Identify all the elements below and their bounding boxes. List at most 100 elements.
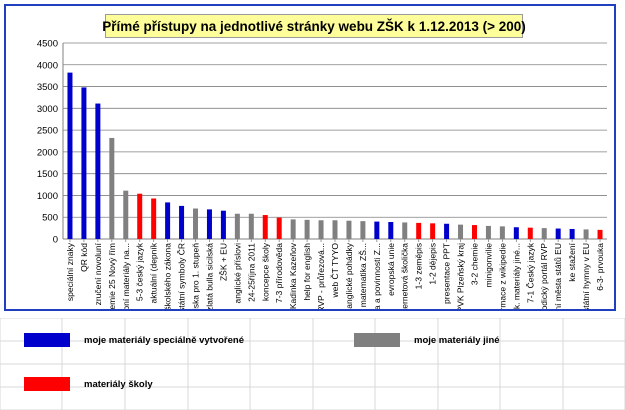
bar <box>137 193 143 239</box>
bar <box>402 222 408 239</box>
bar <box>597 229 603 239</box>
x-tick-label: RVP - průřezová... <box>316 243 326 309</box>
bar <box>193 208 199 239</box>
legend-label-red: materiály školy <box>84 378 153 390</box>
bar <box>374 221 380 239</box>
y-tick-label: 500 <box>42 213 58 224</box>
bar <box>67 72 73 240</box>
bar <box>318 220 324 239</box>
y-tick-label: 4000 <box>37 60 58 71</box>
y-tick-label: 3500 <box>37 82 58 93</box>
bar <box>234 213 240 239</box>
x-tick-label: zlatá bulla sicilská <box>204 243 214 309</box>
x-tick-label: anglické pohádky <box>344 242 354 308</box>
bar <box>123 190 129 239</box>
bar <box>555 228 561 239</box>
bar <box>276 217 282 239</box>
bar <box>388 222 394 239</box>
bar <box>165 202 171 239</box>
x-tick-label: presentace PPT <box>442 243 452 304</box>
x-tick-label: Kadinka Kazeňov <box>288 242 298 309</box>
bar <box>248 213 254 239</box>
legend-label-blue: moje materiály speciálně vytvořené <box>84 334 244 346</box>
x-tick-label: hlavní města států EU <box>553 243 563 309</box>
bar <box>458 224 464 239</box>
bar <box>430 223 436 239</box>
bar <box>304 219 310 239</box>
x-tick-label: práva a povinnosti Z... <box>372 243 382 309</box>
x-tick-label: informace z wikipedie <box>497 243 507 309</box>
bar <box>206 209 212 239</box>
bar <box>109 137 115 239</box>
x-tick-label: 1-2 dějepis <box>428 243 438 285</box>
x-tick-label: 7-1 Český jazyk <box>525 242 535 303</box>
chart-frame: Přímé přístupy na jednotlivé stránky web… <box>4 4 616 311</box>
spreadsheet-grid: moje materiály speciálně vytvořené moje … <box>0 318 625 410</box>
bar <box>95 103 101 239</box>
bar <box>541 228 547 239</box>
bar <box>81 87 87 239</box>
bar <box>569 228 575 239</box>
x-tick-label: 3-2 chemie <box>469 243 479 285</box>
bar <box>290 219 296 239</box>
x-tick-label: zručení novoluní <box>93 242 103 305</box>
x-tick-label: anglické příslovi <box>232 243 242 304</box>
x-tick-label: bibliska pro 1. stupeň <box>191 243 201 309</box>
legend-swatch-blue <box>24 333 70 347</box>
legend-swatch-red <box>24 377 70 391</box>
bar <box>485 225 491 239</box>
x-tick-label: státní hymny v EU <box>581 243 591 309</box>
x-tick-label: help for english <box>302 243 312 301</box>
y-tick-label: 3000 <box>37 104 58 115</box>
bar <box>527 227 533 239</box>
y-tick-label: 2500 <box>37 126 58 137</box>
bar <box>151 198 157 239</box>
y-tick-label: 2000 <box>37 147 58 158</box>
y-tick-label: 1500 <box>37 169 58 180</box>
x-tick-label: výuk. materiály jiné... <box>511 243 521 309</box>
x-tick-label: speciální znaky <box>65 242 75 301</box>
x-tick-label: chemie 25 Nový řím <box>107 243 117 309</box>
x-tick-label: státní symboly ČR <box>177 243 187 309</box>
x-tick-label: ZŠK + EU <box>218 243 228 281</box>
bar <box>583 229 589 239</box>
bar <box>220 210 226 239</box>
x-tick-label: aktuální (depník <box>149 242 159 303</box>
x-tick-label: QR kód <box>79 243 89 272</box>
x-tick-label: koncepce školy <box>260 242 270 301</box>
bar <box>416 222 422 239</box>
x-tick-label: metodický portál RVP <box>539 243 549 309</box>
legend-label-gray: moje materiály jiné <box>414 334 500 346</box>
bar <box>346 220 352 239</box>
x-tick-label: 1-3 zeměpis <box>414 243 424 289</box>
bar <box>332 220 338 239</box>
bar <box>444 223 450 239</box>
x-tick-label: ke stažení <box>567 242 577 281</box>
chart-title: Přímé přístupy na jednotlivé stránky web… <box>102 14 526 38</box>
legend-item-gray: moje materiály jiné <box>354 333 500 347</box>
bar <box>262 215 268 239</box>
bar <box>360 221 366 239</box>
bar-chart: 0 500 1000 1500 2000 2500 3000 3500 4000 4500 spec… <box>37 39 607 309</box>
x-tick-label: 6-3- prvouka <box>595 243 605 291</box>
x-tick-label: učební materiály na... <box>121 243 131 309</box>
x-tick-label: 7-3 přírodověda <box>274 243 284 303</box>
bar <box>499 226 505 239</box>
bar <box>471 225 477 239</box>
x-tick-label: 24-25října 2011 <box>246 243 256 302</box>
legend-swatch-gray <box>354 333 400 347</box>
x-tick-label: ÚZ školského zákona <box>163 243 173 309</box>
x-tick-label: PVK Plzeňský kraj <box>456 243 466 309</box>
bar <box>179 205 185 239</box>
bar <box>513 227 519 239</box>
x-tick-label: matematika ZŠ... <box>358 243 368 307</box>
legend-item-blue: moje materiály speciálně vytvořené <box>24 333 244 347</box>
legend-item-red: materiály školy <box>24 377 153 391</box>
x-tick-label: web ČT TYYO <box>330 243 340 299</box>
y-tick-label: 4500 <box>37 39 58 50</box>
y-tick-label: 1000 <box>37 191 58 202</box>
x-tick-label: 5-3 český jazyk <box>135 242 145 301</box>
x-tick-label: evropská unie <box>386 243 396 296</box>
y-tick-label: 0 <box>53 235 58 246</box>
x-tick-label: minigonvilie <box>483 243 493 288</box>
